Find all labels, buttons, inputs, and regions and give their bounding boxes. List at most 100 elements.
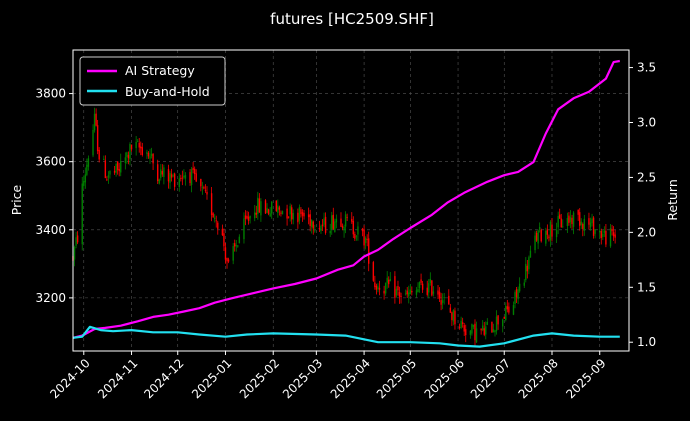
candle-body [181,177,184,179]
candle-body [98,149,100,160]
candle-body [190,169,193,186]
candle-body [291,207,293,220]
candle-body [84,174,87,183]
candle-body [221,228,224,236]
candle-body [420,279,422,283]
candle-body [87,158,90,167]
candle-body [469,330,472,335]
candle-body [518,283,521,292]
candle-body [480,328,482,331]
candle-body [124,157,127,164]
candle-body [494,330,496,333]
candle-body [303,212,305,217]
return-tick-label: 2.0 [637,225,656,239]
candle-body [577,209,579,215]
candle-body [158,179,160,184]
candle-body [351,218,353,222]
candle-body [301,212,304,216]
candle-body [600,231,602,239]
candle-body [210,193,213,215]
candle-body [463,325,465,332]
candle-body [568,215,570,223]
candle-body [366,239,368,241]
candle-body [474,323,476,341]
candle-body [269,213,271,217]
candle-body [428,283,430,293]
candle-body [394,276,396,298]
candle-body [127,154,130,159]
candle-body [452,309,455,322]
candle-body [603,230,606,233]
candle-body [364,237,367,244]
candle-body [340,218,342,227]
return-axis: 1.0 1.5 2.0 2.5 3.0 3.5 [629,61,656,349]
candle-body [126,152,128,157]
candle-body [136,141,139,143]
candle-body [247,216,250,221]
candle-body [374,282,376,288]
candle-body [583,218,586,231]
legend-box [79,56,226,106]
candle-body [115,163,117,173]
return-axis-label: Return [665,179,680,220]
candle-body [76,235,79,243]
buy-and-hold-line [72,325,620,348]
candle-body [566,217,569,227]
candle-body [118,168,120,172]
candle-body [277,205,279,213]
candle-body [400,295,402,297]
price-axis: 3200 3400 3600 3800 [35,87,73,305]
candle-body [534,235,536,251]
candle-body [234,243,236,247]
candle-body [515,289,518,298]
candle-body [588,218,590,225]
candle-body [546,229,549,235]
candle-body [461,322,464,325]
candle-body [443,296,445,298]
candle-body [505,305,507,320]
candle-body [238,236,241,244]
candle-body [589,222,592,228]
candle-body [157,164,159,182]
candle-body [361,228,364,232]
candle-body [475,328,478,343]
legend-label-buy-and-hold: Buy-and-Hold [125,84,210,99]
candle-body [502,319,504,327]
price-tick-label: 3600 [35,155,66,169]
candle-body [184,175,187,179]
candle-body [172,175,174,177]
candle-body [592,217,595,236]
candle-body [409,289,411,295]
price-tick-label: 3800 [35,87,66,101]
candle-body [398,292,401,297]
candle-body [354,233,356,239]
candle-body [96,125,99,152]
candle-body [406,290,408,295]
candle-body [314,230,316,232]
candle-body [558,214,561,219]
candle-body [549,221,552,241]
candle-body [280,212,282,214]
candle-body [183,175,185,178]
candlesticks [72,107,616,347]
candle-body [243,218,245,240]
candle-body [514,292,516,305]
candle-body [281,211,284,215]
candle-body [352,220,355,235]
candle-body [441,300,444,303]
candle-body [138,142,140,148]
candle-body [255,212,257,215]
candle-body [104,160,107,179]
candle-body [113,170,116,173]
candle-body [278,207,281,210]
candle-body [529,250,532,258]
candle-body [418,282,421,288]
candle-body [609,228,612,247]
candle-body [332,214,334,229]
candle-body [258,198,261,213]
candle-body [432,291,435,294]
candle-body [178,178,180,188]
candle-body [140,146,142,149]
candle-body [335,218,338,223]
candle-body [495,316,498,331]
